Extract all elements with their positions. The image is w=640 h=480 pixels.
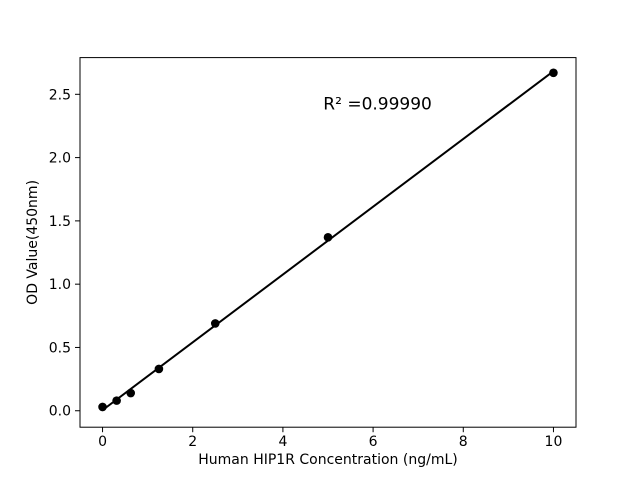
data-point bbox=[98, 402, 107, 412]
x-axis-label: Human HIP1R Concentration (ng/mL) bbox=[198, 452, 457, 468]
y-tick-label: 2.0 bbox=[49, 151, 71, 167]
x-tick-label: 6 bbox=[369, 434, 378, 450]
data-point bbox=[154, 364, 164, 374]
plot-border bbox=[79, 57, 577, 428]
x-tick-label: 10 bbox=[545, 434, 563, 450]
y-tick-label: 0.0 bbox=[49, 404, 71, 420]
data-point bbox=[323, 233, 333, 242]
r-squared-annotation: R² =0.99990 bbox=[323, 94, 432, 114]
y-tick-label: 1.5 bbox=[49, 214, 71, 230]
y-tick-label: 2.5 bbox=[49, 87, 71, 103]
data-point bbox=[210, 319, 220, 328]
x-tick-label: 2 bbox=[188, 434, 197, 450]
y-tick-label: 0.5 bbox=[49, 340, 71, 356]
y-axis-label: OD Value(450nm) bbox=[25, 180, 41, 305]
data-point bbox=[126, 388, 136, 398]
data-point bbox=[549, 68, 558, 78]
data-point bbox=[112, 396, 121, 405]
x-tick-label: 0 bbox=[98, 434, 107, 450]
x-tick-label: 4 bbox=[278, 434, 287, 450]
x-tick-label: 8 bbox=[459, 434, 468, 450]
y-tick-label: 1.0 bbox=[49, 277, 71, 293]
